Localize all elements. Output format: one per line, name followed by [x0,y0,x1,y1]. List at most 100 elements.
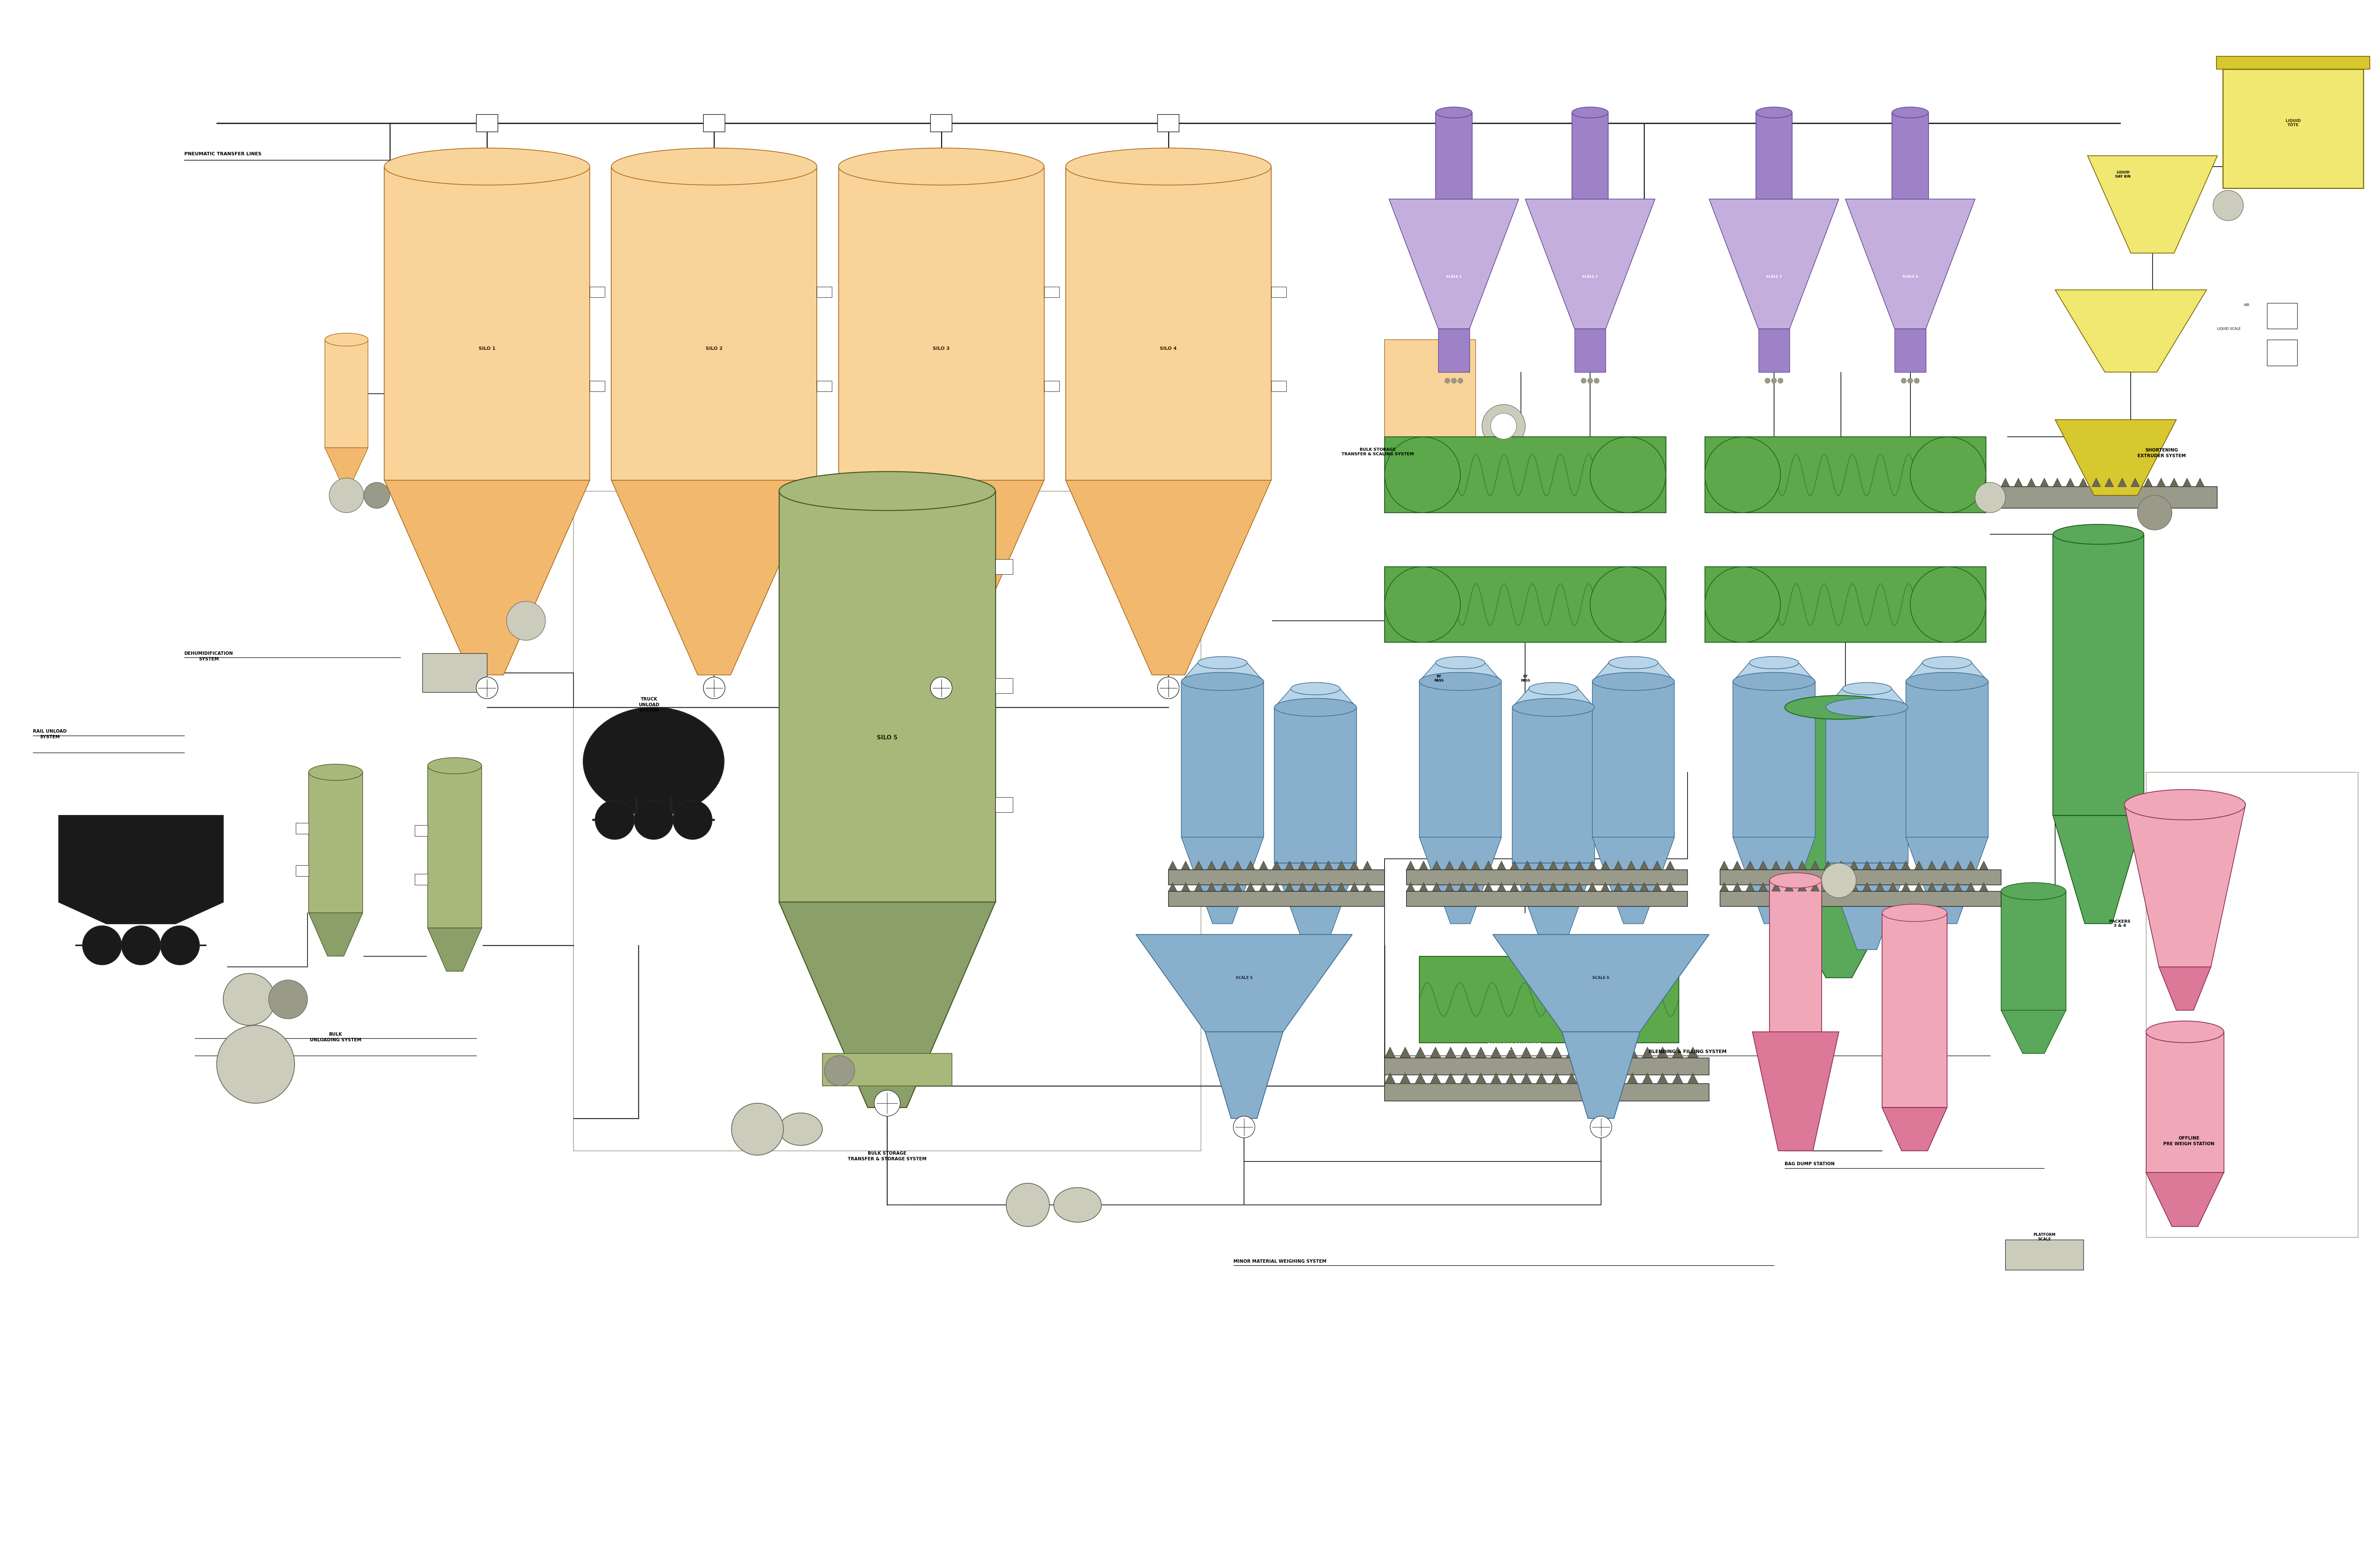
Circle shape [1914,378,1918,383]
Bar [2268,340,2297,366]
Polygon shape [1273,707,1357,862]
Ellipse shape [1756,107,1792,118]
Circle shape [873,1090,900,1117]
Polygon shape [1418,883,1428,892]
Bar [1385,1058,1709,1075]
Polygon shape [1490,1047,1502,1058]
Polygon shape [1273,689,1357,707]
Text: SILO 1: SILO 1 [478,346,495,351]
Polygon shape [1349,861,1359,870]
Text: BULK STORAGE
TRANSFER & SCALING SYSTEM: BULK STORAGE TRANSFER & SCALING SYSTEM [1342,448,1414,456]
Polygon shape [1445,883,1454,892]
Circle shape [1975,482,2006,513]
Polygon shape [309,914,362,955]
Polygon shape [1642,1047,1652,1058]
Circle shape [1459,378,1464,383]
Ellipse shape [1418,673,1502,690]
Text: SCALE 5: SCALE 5 [1235,976,1252,980]
Polygon shape [1966,883,1975,892]
Ellipse shape [309,765,362,780]
Polygon shape [2171,478,2178,487]
Polygon shape [1733,681,1816,838]
Ellipse shape [1749,656,1799,668]
Polygon shape [971,166,1045,481]
Polygon shape [1892,113,1928,199]
Circle shape [1778,378,1783,383]
Polygon shape [1523,883,1533,892]
Polygon shape [838,481,1045,675]
Polygon shape [1785,861,1795,870]
Polygon shape [1521,1047,1533,1058]
Polygon shape [1875,883,1885,892]
Circle shape [1580,378,1585,383]
Polygon shape [1652,883,1661,892]
Circle shape [1704,566,1780,642]
Polygon shape [1485,861,1492,870]
Polygon shape [1837,883,1844,892]
Polygon shape [1490,1073,1502,1084]
Polygon shape [1940,883,1949,892]
Polygon shape [1642,1073,1652,1084]
Polygon shape [1395,448,1464,495]
Bar [1407,870,1687,884]
Polygon shape [1756,113,1792,199]
Polygon shape [1673,1073,1683,1084]
Bar [1157,115,1178,132]
Polygon shape [1640,861,1649,870]
Text: BY
PASS: BY PASS [1521,675,1530,682]
Polygon shape [1561,883,1571,892]
Polygon shape [1825,862,1909,949]
Text: BY
PASS: BY PASS [1433,675,1445,682]
Text: SILO 5: SILO 5 [876,735,897,740]
Polygon shape [1195,883,1202,892]
Text: BAG DUMP STATION: BAG DUMP STATION [1785,1162,1835,1166]
Ellipse shape [1180,673,1264,690]
Polygon shape [1433,883,1440,892]
Polygon shape [1576,861,1583,870]
Circle shape [1595,378,1599,383]
Polygon shape [2118,478,2125,487]
Polygon shape [1180,681,1264,838]
Circle shape [1007,1183,1050,1227]
Text: AIR: AIR [2244,304,2249,307]
Bar [1169,892,1385,906]
Polygon shape [1597,1073,1606,1084]
Polygon shape [1587,883,1597,892]
Polygon shape [1200,166,1271,481]
Circle shape [633,800,674,839]
Text: LIQUID
TOTE: LIQUID TOTE [2285,119,2301,127]
Polygon shape [1906,662,1987,681]
Ellipse shape [778,1114,823,1145]
Polygon shape [1416,1073,1426,1084]
Polygon shape [1837,861,1844,870]
Polygon shape [1385,1073,1395,1084]
Polygon shape [1733,861,1742,870]
Bar [2002,892,2066,1010]
Text: BLENDING & FILLING SYSTEM: BLENDING & FILLING SYSTEM [1649,1048,1726,1055]
Text: SCALE 6: SCALE 6 [1592,976,1609,980]
Polygon shape [1687,1047,1699,1058]
Polygon shape [778,903,995,1107]
Polygon shape [1233,861,1242,870]
Polygon shape [1771,883,1780,892]
Circle shape [2213,191,2244,220]
Polygon shape [60,816,224,924]
Polygon shape [1890,861,1897,870]
Polygon shape [2002,478,2009,487]
Polygon shape [1785,903,1892,977]
Polygon shape [1721,861,1728,870]
Polygon shape [1883,1107,1947,1151]
Polygon shape [1273,883,1280,892]
Polygon shape [1323,861,1333,870]
Polygon shape [1576,883,1583,892]
Polygon shape [1709,199,1840,329]
Polygon shape [2144,478,2152,487]
Polygon shape [1914,861,1923,870]
Polygon shape [1338,861,1345,870]
Polygon shape [1864,883,1871,892]
Polygon shape [1435,113,1473,199]
Polygon shape [1561,861,1571,870]
Polygon shape [1864,861,1871,870]
Bar [590,287,605,298]
Polygon shape [1535,883,1545,892]
